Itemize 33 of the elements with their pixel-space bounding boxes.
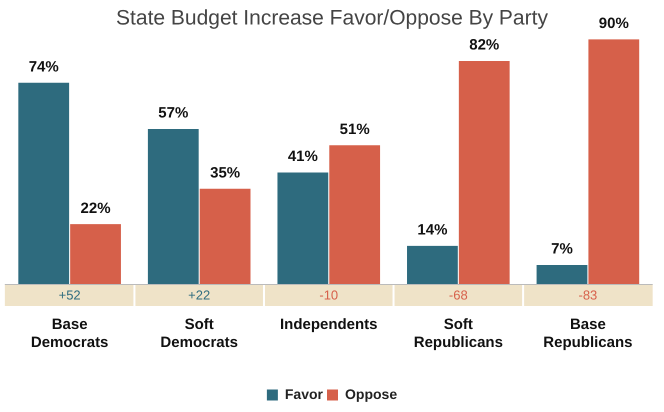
data-label: 41% (288, 148, 318, 166)
data-label: 22% (80, 200, 111, 217)
text: -83 (578, 288, 598, 303)
text: +22 (188, 288, 210, 303)
text: -68 (448, 288, 468, 303)
bar (18, 82, 70, 284)
data-label: 57% (158, 104, 188, 122)
x-tick-label: Base Democrats (30, 316, 108, 352)
bar (329, 145, 380, 284)
bar (407, 246, 458, 284)
x-tick-label: Soft Republicans (414, 316, 503, 352)
bar (277, 172, 328, 284)
data-label: 7% (551, 240, 573, 258)
data-label: 82% (469, 36, 500, 54)
x-tick-label: Base Republicans (543, 316, 632, 352)
data-label: 90% (598, 14, 629, 32)
bar (70, 224, 121, 284)
bar (148, 128, 199, 284)
text: -10 (319, 288, 338, 303)
legend-label: Favor (284, 386, 324, 402)
x-tick-label: Independents (280, 316, 378, 334)
data-label: 35% (210, 164, 240, 182)
bar (458, 60, 510, 284)
data-label: 51% (340, 120, 370, 138)
text: +52 (58, 288, 81, 303)
data-label: 14% (417, 222, 448, 239)
bar (588, 39, 640, 284)
x-tick-label: Soft Democrats (160, 316, 238, 352)
bar (200, 188, 251, 284)
data-label: 74% (28, 58, 59, 76)
chart-title: State Budget Increase Favor/Oppose By Party (116, 6, 548, 30)
bar (536, 264, 588, 284)
legend-label: Oppose (345, 386, 398, 402)
